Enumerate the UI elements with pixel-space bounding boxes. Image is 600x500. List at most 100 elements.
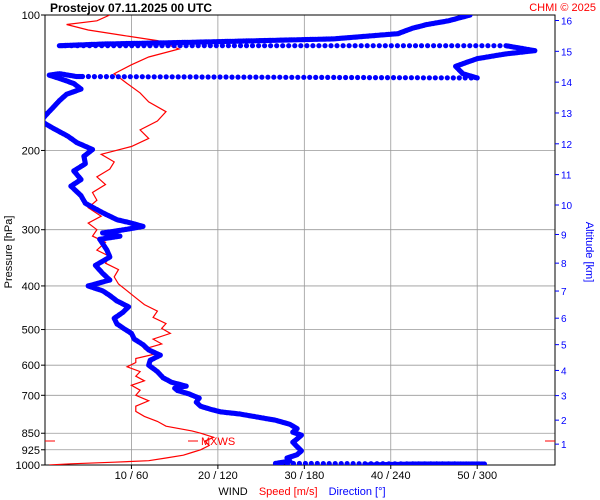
altitude-tick-label: 5 [561,341,567,352]
series-layer [45,15,538,465]
mxws-marker: MXWS [45,436,555,448]
direction-point [145,74,151,80]
direction-point [219,43,225,49]
direction-point [358,43,364,49]
direction-point [396,75,403,81]
direction-point [463,461,470,465]
direction-point [213,43,219,49]
direction-point [121,74,127,80]
direction-point [298,43,304,49]
altitude-tick-label: 10 [561,201,573,212]
direction-point [139,74,145,80]
direction-point [247,74,253,80]
x-label-speed: Speed [m/s] [259,486,318,498]
direction-point [85,73,91,80]
direction-point [296,460,302,465]
direction-point [223,74,229,80]
pressure-axis-label: Pressure [hPa] [3,216,15,289]
direction-point [438,75,444,81]
direction-point [79,73,86,80]
direction-point [461,43,467,49]
direction-point [378,75,385,81]
direction-point [491,43,497,49]
direction-point [426,75,432,81]
direction-point [326,461,332,465]
direction-point [237,43,244,49]
direction-point [432,75,438,81]
direction-point [428,461,434,465]
direction-point [382,43,388,49]
direction-point [394,43,400,49]
altitude-tick-label: 1 [561,440,567,451]
direction-point [319,74,325,80]
direction-point [356,461,362,465]
direction-point [304,43,310,49]
direction-point [193,74,199,80]
direction-point [402,75,408,81]
direction-point [386,461,392,465]
altitude-tick-label: 3 [561,392,567,403]
direction-point [355,74,361,81]
altitude-tick-label: 6 [561,314,567,325]
direction-point [338,461,344,465]
altitude-tick-label: 12 [561,140,573,151]
direction-point [372,75,379,81]
direction-point [187,74,193,80]
direction-point [390,75,397,81]
altitude-tick-label: 15 [561,47,573,58]
direction-point [181,74,187,80]
direction-point [332,461,338,465]
direction-point [443,43,449,49]
direction-point [259,74,265,80]
x-axis-ticks: 10 / 60 20 / 120 30 / 180 40 / 240 50 / 300 [115,465,497,482]
direction-point [361,74,367,81]
direction-point [268,43,274,49]
altitude-tick-label: 9 [561,230,567,241]
pressure-axis-ticks: 100 200 300 400 500 600 700 850 925 1000 [16,10,45,472]
pressure-tick-label: 200 [22,145,40,157]
direction-point [253,74,259,80]
direction-point [337,74,343,81]
direction-point [408,75,414,81]
direction-point [280,43,286,49]
direction-point [157,74,163,80]
x-label-wind: WIND [218,486,247,498]
direction-point [437,43,443,49]
direction-point [243,43,250,49]
direction-point [217,74,223,80]
direction-point [467,15,473,18]
direction-point [364,43,370,49]
altitude-tick-label: 2 [561,416,567,427]
pressure-tick-label: 100 [22,10,40,22]
direction-point [235,74,241,80]
pressure-tick-label: 500 [22,325,40,337]
direction-point [404,461,410,465]
direction-point [374,461,380,465]
direction-point [310,43,316,49]
direction-point [175,74,181,80]
direction-point [418,43,425,49]
direction-point [457,461,464,465]
direction-point [392,461,398,465]
direction-point [91,74,97,80]
direction-point [151,74,157,80]
direction-point [199,74,205,80]
direction-point [449,43,455,49]
direction-point [376,43,382,49]
direction-point [406,43,413,49]
direction-point [313,74,319,80]
altitude-tick-label: 14 [561,78,573,89]
pressure-tick-label: 400 [22,281,40,293]
direction-point [485,43,491,49]
direction-point [444,75,450,81]
direction-point [241,74,247,80]
direction-point [320,461,326,465]
direction-point [163,74,169,80]
direction-point [271,74,277,80]
direction-point [45,120,47,125]
pressure-tick-label: 700 [22,390,40,402]
direction-point [352,43,358,49]
direction-point [292,43,298,49]
direction-point [307,74,313,80]
copyright-credit: CHMI © 2025 [529,2,596,14]
